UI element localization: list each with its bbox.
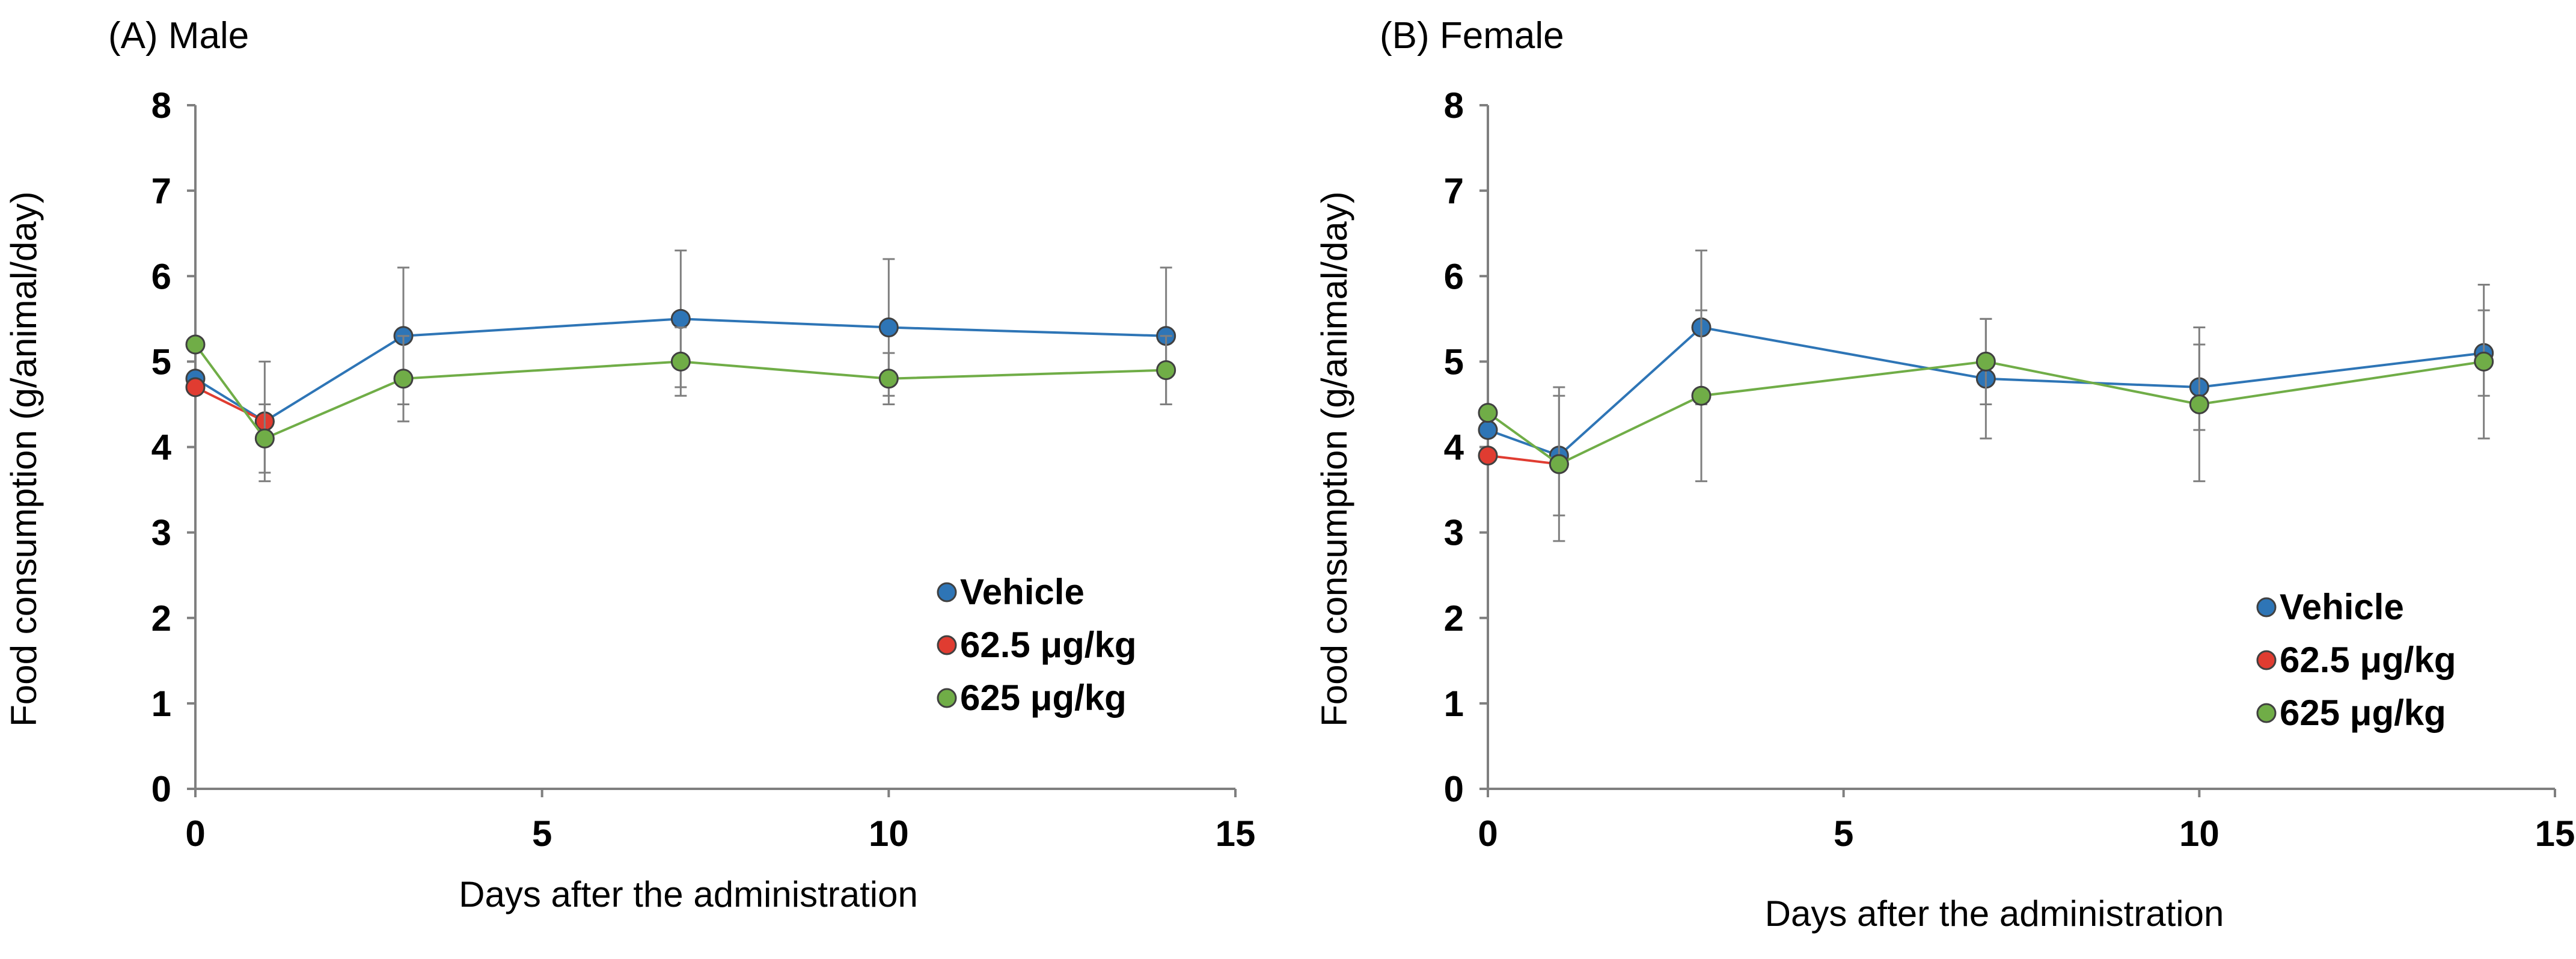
y-tick-label: 8 <box>151 85 171 126</box>
x-tick-label: 10 <box>2179 813 2220 854</box>
data-point <box>185 334 206 355</box>
data-point <box>254 428 275 449</box>
y-tick-label: 1 <box>151 684 171 724</box>
data-point <box>185 377 206 397</box>
x-axis-title: Days after the administration <box>459 874 918 915</box>
data-point <box>1478 446 1498 466</box>
y-tick-label: 5 <box>151 342 171 382</box>
y-tick-label: 5 <box>1444 342 1464 382</box>
x-axis-title: Days after the administration <box>1765 893 2224 934</box>
series-2 <box>1478 283 2494 542</box>
y-tick-label: 0 <box>1444 769 1464 809</box>
series-2 <box>185 326 1176 474</box>
series-line <box>1487 326 2484 458</box>
data-point <box>670 308 691 329</box>
x-tick-label: 15 <box>2535 813 2575 854</box>
legend-marker <box>937 582 957 602</box>
series-1 <box>185 377 275 432</box>
data-point <box>670 351 691 372</box>
legend-marker <box>937 688 957 708</box>
data-point <box>2474 351 2494 372</box>
legend-marker <box>2256 650 2277 670</box>
series-line <box>1487 454 1559 465</box>
legend-marker <box>2256 703 2277 723</box>
data-point <box>1975 351 1996 372</box>
y-tick-label: 7 <box>1444 171 1464 211</box>
legend-marker <box>937 635 957 655</box>
x-tick-label: 5 <box>532 813 552 854</box>
legend-label: 625 μg/kg <box>960 678 1127 718</box>
data-point <box>1156 360 1176 381</box>
y-tick-label: 2 <box>151 598 171 639</box>
panel-title: (B) Female <box>1380 15 1564 57</box>
data-point <box>393 369 414 389</box>
x-tick-label: 0 <box>185 813 205 854</box>
data-point <box>2189 394 2209 414</box>
x-tick-label: 10 <box>869 813 909 854</box>
y-tick-label: 3 <box>1444 513 1464 553</box>
data-point <box>1549 454 1569 474</box>
y-axis-title: Food consumption (g/animal/day) <box>4 191 44 726</box>
y-tick-label: 8 <box>1444 85 1464 126</box>
data-point <box>1478 403 1498 423</box>
data-point <box>878 317 899 338</box>
legend: Vehicle 62.5 μg/kg 625 μg/kg <box>2256 587 2456 733</box>
panel-title: (A) Male <box>108 15 249 57</box>
series-line <box>194 317 1166 423</box>
y-tick-label: 0 <box>151 769 171 809</box>
data-point <box>878 369 899 389</box>
x-tick-label: 5 <box>1834 813 1853 854</box>
chart-panel-0: (A) Male 0 1 2 3 4 5 6 7 8 0 5 10 15 Days after the ad… <box>4 15 1255 915</box>
legend-marker <box>2256 597 2277 617</box>
y-tick-label: 1 <box>1444 684 1464 724</box>
legend-label: 62.5 μg/kg <box>2280 640 2456 680</box>
y-tick-label: 4 <box>151 427 172 468</box>
y-tick-label: 7 <box>151 171 171 211</box>
chart-panel-1: (B) Female 0 1 2 3 4 5 6 7 8 0 5 10 15 Days after the … <box>1314 15 2575 934</box>
legend-label: Vehicle <box>960 572 1085 612</box>
legend: Vehicle 62.5 μg/kg 625 μg/kg <box>937 572 1137 718</box>
series-line <box>195 386 266 423</box>
legend-label: Vehicle <box>2280 587 2404 627</box>
y-tick-label: 6 <box>151 256 171 296</box>
series-line <box>1487 360 2484 466</box>
legend-label: 62.5 μg/kg <box>960 625 1137 665</box>
data-point <box>1691 385 1712 406</box>
legend-label: 625 μg/kg <box>2280 693 2446 733</box>
x-tick-label: 15 <box>1216 813 1256 854</box>
data-point <box>1478 420 1498 440</box>
series-line <box>194 343 1166 440</box>
y-axis-title: Food consumption (g/animal/day) <box>1314 191 1354 726</box>
y-tick-label: 3 <box>151 513 171 553</box>
y-tick-label: 6 <box>1444 256 1464 296</box>
y-tick-label: 4 <box>1444 427 1464 468</box>
x-tick-label: 0 <box>1478 813 1498 854</box>
y-tick-label: 2 <box>1444 598 1464 639</box>
